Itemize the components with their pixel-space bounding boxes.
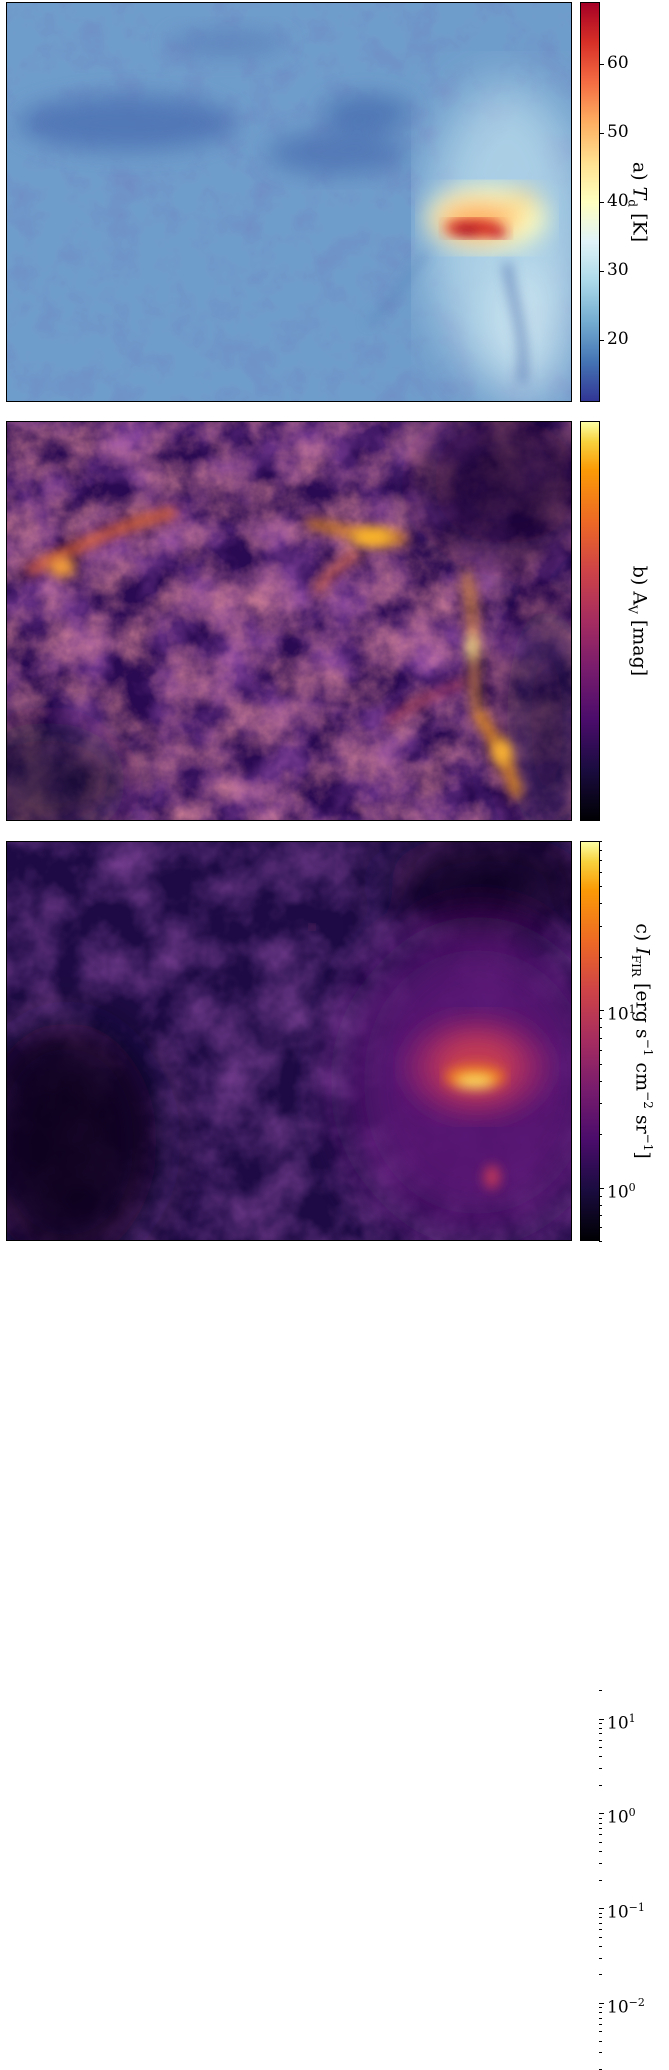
colorbar-tick [599,270,604,272]
colorbar-minor-tick [599,841,602,842]
temperature-map-image [7,3,571,401]
colorbar-tick-label: 20 [607,328,629,349]
colorbar-minor-tick [599,1037,602,1039]
colorbar-minor-tick [599,1102,602,1104]
colorbar-minor-tick [599,903,602,905]
colorbar-minor-tick [599,1912,602,1914]
colorbar-minor-tick [599,2031,602,2033]
colorbar-minor-tick [599,1080,602,1082]
colorbar-tick-label: 10−2 [607,1995,645,2018]
colorbar-a-gradient [581,3,599,401]
colorbar-a [580,2,600,402]
colorbar-minor-tick [599,1756,602,1758]
colorbar-minor-tick [599,1690,602,1692]
extinction-map-image [7,422,571,820]
colorbar-minor-tick [599,1063,602,1065]
colorbar-minor-tick [599,2007,602,2009]
colorbar-minor-tick [599,1226,602,1228]
panel-c: 10−2 10−1 100 101 c) IFIR [erg s−1 cm−2 sr−… [0,840,669,2070]
colorbar-minor-tick [599,1747,602,1749]
colorbar-minor-tick [599,1922,602,1924]
colorbar-c-gradient [581,842,599,1240]
colorbar-minor-tick [599,956,602,958]
colorbar-minor-tick [599,2012,602,2014]
colorbar-b-label: b) AV [mag] [625,565,651,677]
colorbar-minor-tick [599,1828,602,1830]
colorbar-minor-tick [599,1841,602,1843]
colorbar-minor-tick [599,1727,602,1729]
colorbar-minor-tick [599,1768,602,1770]
colorbar-minor-tick [599,1817,602,1819]
colorbar-minor-tick [599,872,602,874]
colorbar-minor-tick [599,1879,602,1881]
colorbar-minor-tick [599,2040,602,2042]
colorbar-minor-tick [599,886,602,888]
colorbar-tick-label: 40 [607,191,629,211]
colorbar-minor-tick [599,1936,602,1938]
colorbar-minor-tick [599,925,602,927]
colorbar-minor-tick [599,1049,602,1051]
colorbar-tick-label: 60 [607,53,629,74]
colorbar-tick [599,64,604,66]
colorbar-tick [599,1813,604,1815]
colorbar-minor-tick [599,2017,602,2019]
colorbar-minor-tick [599,1723,602,1725]
colorbar-minor-tick [599,1784,602,1786]
colorbar-c-label: c) IFIR [erg s−1 cm−2 sr−1] [628,923,656,1159]
colorbar-tick-label: 101 [607,1711,636,1734]
colorbar-tick [599,339,604,341]
temperature-map [6,2,572,402]
colorbar-minor-tick [599,1204,602,1206]
colorbar-tick [599,1187,604,1189]
colorbar-minor-tick [599,1862,602,1864]
colorbar-minor-tick [599,1739,602,1741]
colorbar-tick-label: 50 [607,122,629,143]
colorbar-tick [599,133,604,135]
colorbar-minor-tick [599,1974,602,1976]
colorbar-c [580,841,600,1241]
fir-intensity-map [6,841,572,1241]
fir-intensity-map-image [7,842,571,1240]
colorbar-minor-tick [599,1945,602,1947]
colorbar-minor-tick [599,1027,602,1029]
colorbar-tick-label: 100 [607,1806,636,1829]
colorbar-tick-label: 30 [607,259,629,280]
panel-a: 20 30 40 50 60 a) Td [K] [0,0,669,410]
colorbar-tick [599,1908,604,1910]
colorbar-tick [599,1010,604,1012]
colorbar-minor-tick [599,1851,602,1853]
colorbar-tick-label: 101 [607,1003,636,1025]
panel-b: 100 101 b) AV [mag] [0,420,669,1242]
colorbar-minor-tick [599,850,602,852]
colorbar-minor-tick [599,1018,602,1020]
colorbar-minor-tick [599,1134,602,1136]
colorbar-tick [599,2002,604,2004]
colorbar-minor-tick [599,1957,602,1959]
colorbar-tick [599,1718,604,1720]
colorbar-minor-tick [599,1195,602,1197]
colorbar-minor-tick [599,1929,602,1931]
colorbar-b-gradient [581,422,599,820]
colorbar-tick-label: 100 [607,1180,636,1203]
colorbar-minor-tick [599,1215,602,1217]
colorbar-minor-tick [599,1733,602,1735]
colorbar-minor-tick [599,860,602,862]
extinction-map [6,421,572,821]
colorbar-minor-tick [599,1822,602,1824]
colorbar-tick-label: 10−1 [607,1901,645,1923]
colorbar-tick [599,202,604,203]
colorbar-a-label: a) Td [K] [625,161,651,243]
colorbar-minor-tick [599,1917,602,1919]
colorbar-b [580,421,600,821]
colorbar-minor-tick [599,1834,602,1836]
colorbar-minor-tick [599,2023,602,2025]
colorbar-minor-tick [599,2052,602,2054]
